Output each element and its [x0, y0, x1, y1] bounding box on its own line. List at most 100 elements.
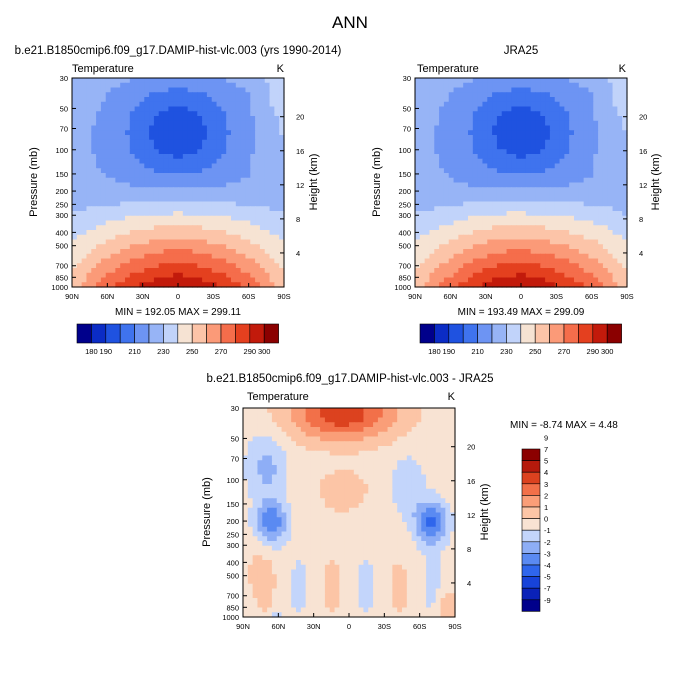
diff-contour-cell [387, 427, 393, 433]
model-contour-cell [158, 192, 165, 198]
diff-contour-cell [271, 484, 278, 490]
model-contour-cell [235, 187, 242, 193]
diff-contour-cell [416, 469, 422, 476]
model-contour-cell [129, 116, 136, 122]
model-contour-cell [158, 282, 165, 288]
diff-contour-cell [334, 469, 340, 476]
obs-contour-cell [598, 268, 604, 274]
obs-contour-cell [607, 277, 614, 283]
obs-contour-cell [453, 192, 459, 198]
diff-contour-cell [257, 488, 263, 495]
diff-contour-cell [402, 422, 408, 428]
obs-contour-cell [448, 215, 455, 222]
obs-contour-cell [530, 187, 537, 193]
model-contour-cell [274, 244, 280, 250]
model-contour-cell [226, 182, 232, 188]
obs-contour-cell [424, 272, 431, 279]
model-contour-cell [158, 263, 165, 269]
obs-contour-cell [482, 130, 488, 136]
model-contour-cell [221, 116, 227, 122]
model-contour-cell [259, 158, 266, 165]
obs-contour-cell [501, 125, 508, 131]
obs-contour-cell [453, 87, 459, 93]
model-contour-cell [115, 272, 121, 279]
obs-contour-cell [458, 168, 464, 174]
diff-contour-cell [286, 417, 292, 423]
model-contour-cell [96, 211, 102, 217]
model-contour-cell [105, 139, 112, 146]
model-contour-cell [279, 282, 285, 288]
model-contour-cell [264, 225, 271, 231]
obs-contour-cell [434, 244, 440, 250]
model-contour-cell [86, 249, 92, 255]
model-contour-cell [153, 258, 160, 264]
obs-contour-cell [439, 201, 445, 207]
model-contour-cell [211, 101, 218, 108]
model-x-tick-label: 60N [100, 292, 114, 301]
model-contour-cell [178, 87, 184, 93]
diff-contour-cell [435, 474, 442, 480]
obs-contour-cell [487, 239, 493, 245]
model-contour-cell [100, 82, 107, 89]
diff-contour-cell [305, 422, 312, 428]
model-contour-cell [129, 277, 136, 283]
model-contour-cell [255, 120, 261, 127]
diff-contour-cell [315, 446, 321, 452]
obs-contour-cell [429, 149, 435, 155]
obs-contour-cell [540, 211, 546, 217]
obs-contour-cell [588, 163, 594, 169]
obs-contour-cell [477, 87, 484, 93]
obs-contour-cell [496, 97, 503, 103]
obs-contour-cell [583, 272, 590, 279]
model-contour-cell [255, 177, 261, 184]
obs-contour-cell [487, 201, 493, 207]
model-contour-cell [255, 168, 261, 174]
model-y-tick-label: 300 [55, 211, 68, 220]
obs-contour-cell [439, 272, 445, 279]
obs-contour-cell [434, 135, 440, 141]
model-contour-cell [269, 182, 275, 188]
obs-contour-cell [602, 230, 609, 236]
model-contour-cell [81, 201, 88, 207]
obs-contour-cell [583, 282, 590, 288]
model-contour-cell [173, 168, 179, 174]
model-contour-cell [178, 154, 184, 160]
diff-contour-cell [406, 493, 413, 499]
obs-contour-cell [482, 135, 488, 141]
model-contour-cell [211, 78, 218, 84]
diff-contour-cell [296, 417, 302, 423]
obs-contour-cell [602, 277, 609, 283]
obs-contour-cell [419, 253, 426, 260]
obs-contour-cell [429, 120, 435, 127]
obs-contour-cell [525, 244, 532, 250]
diff-contour-cell [430, 455, 437, 461]
obs-contour-cell [617, 130, 623, 136]
model-contour-cell [182, 163, 189, 169]
obs-colorbar-swatch [592, 323, 608, 344]
model-contour-cell [91, 192, 97, 198]
model-contour-cell [129, 106, 136, 112]
model-contour-cell [81, 92, 88, 98]
obs-contour-cell [439, 215, 445, 222]
model-contour-cell [115, 149, 121, 155]
model-contour-cell [100, 125, 107, 131]
model-contour-cell [235, 97, 242, 103]
diff-contour-cell [296, 412, 302, 419]
diff-contour-cell [296, 427, 302, 433]
diff-contour-cell [243, 465, 249, 471]
obs-contour-cell [511, 177, 517, 184]
model-contour-cell [81, 168, 88, 174]
diff-contour-cell [402, 446, 408, 452]
model-contour-cell [274, 220, 280, 226]
diff-contour-cell [300, 408, 307, 414]
obs-contour-cell [578, 253, 585, 260]
model-contour-cell [240, 268, 247, 274]
model-contour-cell [231, 249, 237, 255]
obs-contour-cell [415, 187, 421, 193]
obs-contour-cell [424, 277, 431, 283]
model-contour-cell [255, 154, 261, 160]
model-contour-cell [163, 182, 169, 188]
obs-contour-cell [415, 78, 421, 84]
model-contour-cell [91, 215, 97, 222]
model-contour-cell [110, 158, 116, 165]
